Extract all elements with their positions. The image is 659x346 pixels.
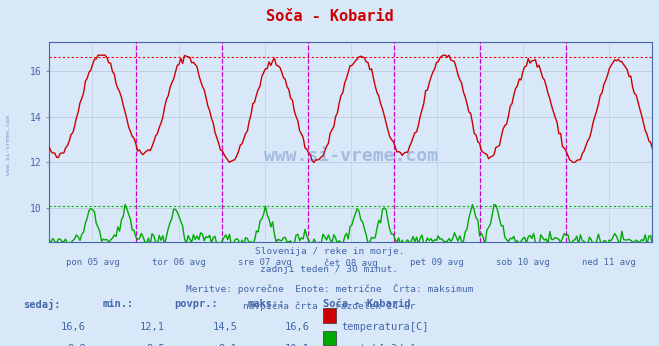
- Text: zadnji teden / 30 minut.: zadnji teden / 30 minut.: [260, 265, 399, 274]
- Text: povpr.:: povpr.:: [175, 299, 218, 309]
- Text: sre 07 avg: sre 07 avg: [238, 258, 292, 267]
- Text: 8,8: 8,8: [67, 344, 86, 346]
- Text: 16,6: 16,6: [61, 322, 86, 332]
- Text: min.:: min.:: [102, 299, 133, 309]
- Text: www.si-vreme.com: www.si-vreme.com: [6, 115, 11, 175]
- Text: 10,1: 10,1: [285, 344, 310, 346]
- Text: Soča - Kobarid: Soča - Kobarid: [266, 9, 393, 24]
- Text: 9,1: 9,1: [219, 344, 237, 346]
- Text: 12,1: 12,1: [140, 322, 165, 332]
- Text: temperatura[C]: temperatura[C]: [341, 322, 429, 332]
- Text: pretok[m3/s]: pretok[m3/s]: [341, 344, 416, 346]
- Text: 8,5: 8,5: [146, 344, 165, 346]
- Text: ned 11 avg: ned 11 avg: [583, 258, 636, 267]
- Text: Meritve: povrečne  Enote: metrične  Črta: maksimum: Meritve: povrečne Enote: metrične Črta: …: [186, 283, 473, 294]
- Text: 16,6: 16,6: [285, 322, 310, 332]
- Text: maks.:: maks.:: [247, 299, 285, 309]
- Text: sedaj:: sedaj:: [23, 299, 61, 310]
- Text: sob 10 avg: sob 10 avg: [496, 258, 550, 267]
- Text: pet 09 avg: pet 09 avg: [410, 258, 464, 267]
- Text: navpična črta - razdelek 24 ur: navpična črta - razdelek 24 ur: [243, 301, 416, 311]
- Text: 14,5: 14,5: [212, 322, 237, 332]
- Text: čet 08 avg: čet 08 avg: [324, 258, 378, 268]
- Text: pon 05 avg: pon 05 avg: [66, 258, 119, 267]
- Text: www.si-vreme.com: www.si-vreme.com: [264, 147, 438, 165]
- Text: Slovenija / reke in morje.: Slovenija / reke in morje.: [255, 247, 404, 256]
- Text: Soča - Kobarid: Soča - Kobarid: [323, 299, 411, 309]
- Text: tor 06 avg: tor 06 avg: [152, 258, 206, 267]
